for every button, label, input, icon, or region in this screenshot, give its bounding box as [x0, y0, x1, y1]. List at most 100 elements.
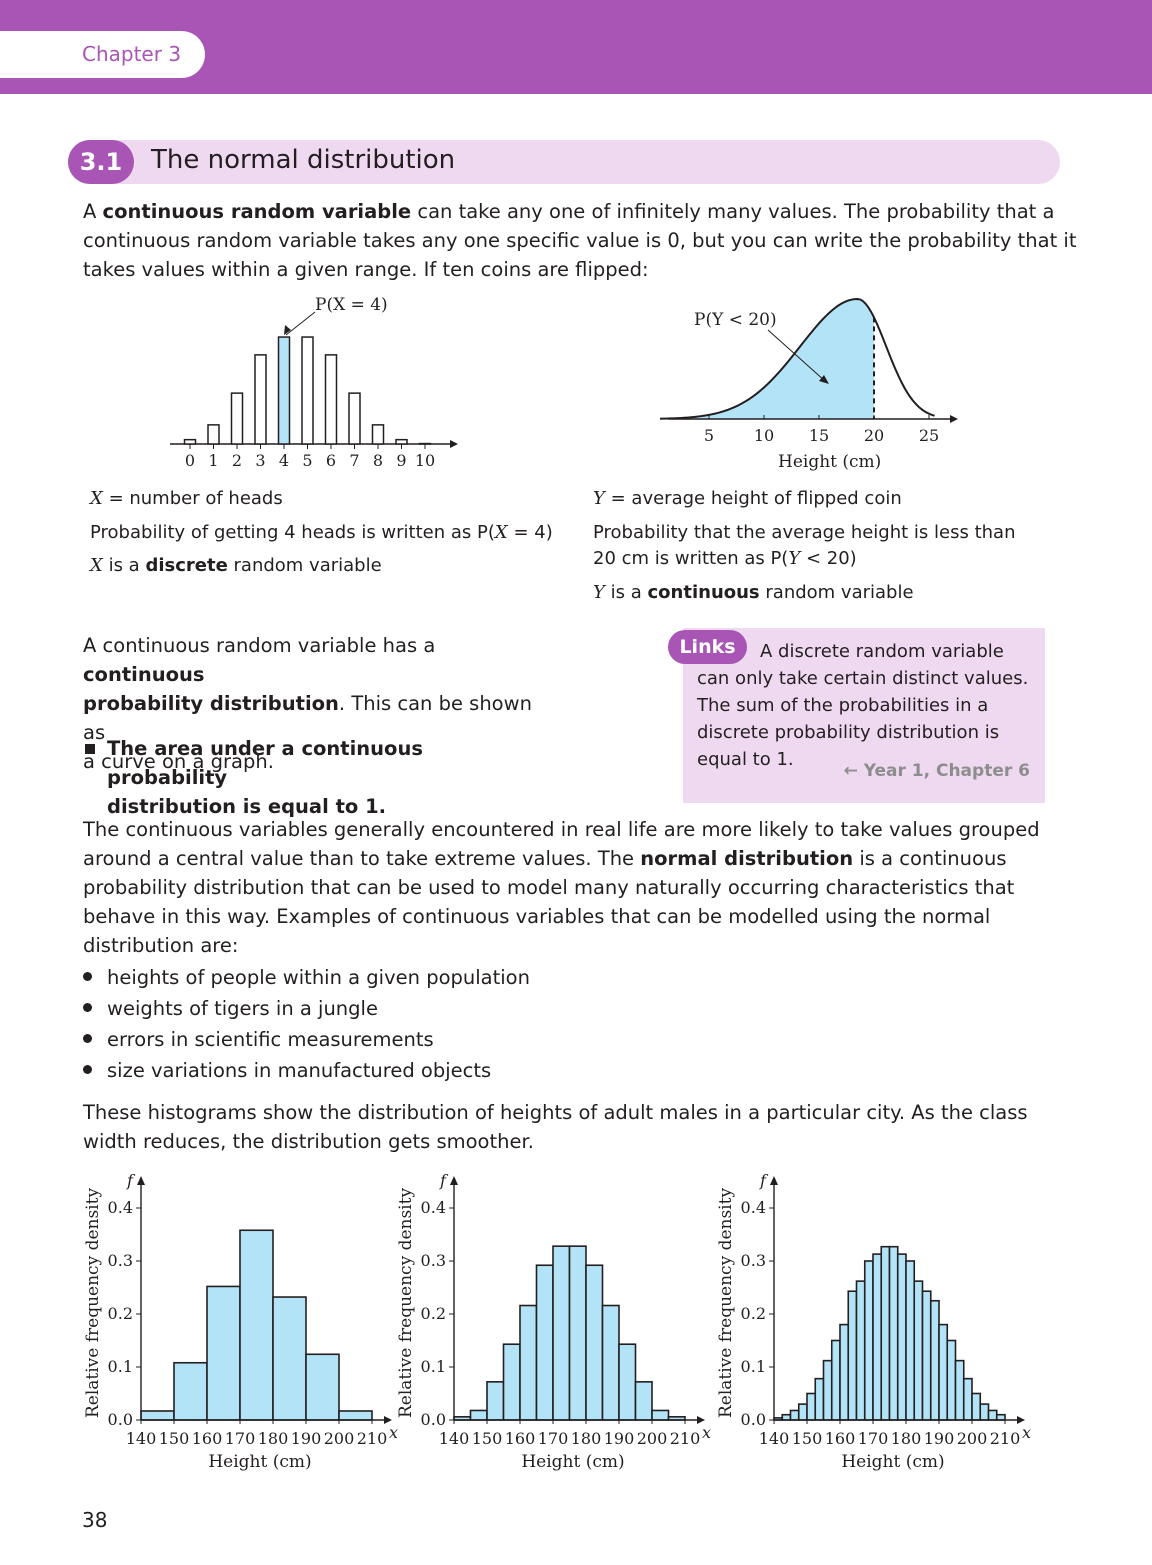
histogram-bar: [830, 1339, 841, 1421]
histogram-bar: [938, 1323, 949, 1421]
histogram-bar: [872, 1253, 883, 1421]
x-tick-label: 5: [302, 451, 312, 470]
x-tick-label: 3: [255, 451, 265, 470]
bar: [254, 354, 267, 445]
links-text: A discrete random variable can only take…: [697, 641, 1029, 770]
y-tick-label: 0.3: [108, 1251, 133, 1270]
histogram-bar: [651, 1409, 670, 1421]
histogram-bar: [272, 1296, 307, 1421]
chapter-tab: Chapter 3: [0, 31, 205, 78]
x-tick-label: 1: [208, 451, 218, 470]
histogram-bar: [797, 1403, 808, 1421]
section-title: The normal distribution: [151, 145, 456, 175]
x-tick-label: 180: [571, 1429, 602, 1448]
histogram-paragraph: These histograms show the distribution o…: [83, 1101, 1028, 1153]
histogram-bar: [913, 1280, 924, 1421]
y-axis-arrow: [137, 1176, 145, 1185]
list-item: weights of tigers in a jungle: [83, 994, 378, 1023]
caption-py20: Probability that the average height is l…: [593, 522, 1016, 569]
x-tick-label: 180: [258, 1429, 289, 1448]
histogram-bar: [140, 1410, 175, 1421]
x-tick-label: 180: [891, 1429, 922, 1448]
x-tick-label: 5: [704, 426, 714, 445]
bar: [371, 424, 385, 445]
x-tick-label: 20: [864, 426, 884, 445]
histogram-width-2-5: f x 0.0 0.1 0.2 0.3 0.4 140 150 160 170 180 190 200 21…: [716, 1171, 1031, 1472]
histogram-bar: [954, 1359, 965, 1421]
histogram-bar: [568, 1245, 587, 1421]
shaded-area: [660, 299, 874, 419]
histogram-bar: [789, 1409, 800, 1421]
x-axis-label: Height (cm): [841, 1452, 944, 1472]
histogram-bar: [880, 1245, 891, 1421]
links-tag: Links: [668, 630, 747, 664]
x-tick-label: 7: [349, 451, 359, 470]
x-tick-label: 150: [792, 1429, 823, 1448]
x-tick-label: 170: [225, 1429, 256, 1448]
x-axis-label: Height (cm): [521, 1452, 624, 1472]
histogram-bar: [519, 1304, 538, 1421]
x-tick-label: 200: [324, 1429, 355, 1448]
x-axis-symbol: x: [1022, 1423, 1031, 1442]
bar: [207, 424, 220, 445]
x-tick-label: 190: [291, 1429, 322, 1448]
x-tick-label: 10: [415, 451, 435, 470]
x-tick-label: 4: [279, 451, 289, 470]
x-tick-label: 25: [919, 426, 939, 445]
links-reference[interactable]: ← Year 1, Chapter 6: [843, 761, 1030, 781]
bar: [324, 354, 338, 445]
y-tick-label: 0.0: [421, 1410, 446, 1429]
x-tick-label: 160: [192, 1429, 223, 1448]
annotation-arrowhead: [284, 325, 291, 336]
histogram-bar: [585, 1264, 604, 1421]
histogram-bar: [206, 1285, 241, 1421]
histogram-bar: [839, 1323, 850, 1421]
x-tick-label: 210: [357, 1429, 388, 1448]
histogram-bar: [995, 1413, 1006, 1421]
histogram-bar: [971, 1392, 982, 1421]
histogram-bar: [905, 1260, 916, 1421]
bar: [277, 336, 291, 445]
x-tick-label: 200: [957, 1429, 988, 1448]
bar: [183, 438, 197, 445]
histogram-bar: [535, 1264, 554, 1421]
caption-y-def: Y = average height of flipped coin: [593, 488, 902, 509]
section-heading-bar: [68, 140, 1060, 184]
y-tick-label: 0.2: [421, 1304, 446, 1323]
y-tick-label: 0.0: [108, 1410, 133, 1429]
x-axis-arrow: [384, 1416, 392, 1424]
x-tick-label: 160: [505, 1429, 536, 1448]
y-axis-symbol: f: [126, 1171, 136, 1190]
list-item: size variations in manufactured objects: [83, 1056, 491, 1085]
histogram-bar: [552, 1245, 571, 1421]
x-tick-label: 0: [185, 451, 195, 470]
histogram-bar: [822, 1359, 833, 1421]
x-axis-symbol: x: [389, 1423, 398, 1442]
caption-x-def: X = number of heads: [90, 488, 283, 509]
histogram-width-5: f x 0.0 0.1 0.2 0.3 0.4 140 150 160 170 180 190 200 21…: [396, 1171, 711, 1472]
x-tick-label: 210: [670, 1429, 701, 1448]
histogram-bar: [921, 1290, 932, 1421]
y-tick-label: 0.0: [741, 1410, 766, 1429]
y-axis-arrow: [770, 1176, 778, 1185]
histogram-bar: [601, 1304, 620, 1421]
histogram-width-10: f x 0.0 0.1 0.2 0.3 0.4 140 150 160 170 180 190 200 21…: [83, 1171, 398, 1472]
annotation-arrowhead: [819, 375, 829, 384]
histogram-bar: [847, 1290, 858, 1421]
y-tick-label: 0.4: [741, 1198, 766, 1217]
normal-distribution-paragraph: The continuous variables generally encou…: [83, 818, 1040, 957]
x-tick-label: 9: [396, 451, 406, 470]
histogram-bar: [618, 1343, 637, 1421]
y-tick-label: 0.3: [741, 1251, 766, 1270]
x-tick-label: 10: [754, 426, 774, 445]
x-tick-label: 150: [472, 1429, 503, 1448]
continuous-distribution-paragraph: A continuous random variable has a conti…: [83, 634, 532, 773]
histogram-bar: [486, 1381, 505, 1421]
y-axis-label: Relative frequency density: [716, 1188, 736, 1419]
x-tick-label: 15: [809, 426, 829, 445]
x-axis-arrow: [950, 415, 958, 423]
x-tick-label: 170: [858, 1429, 889, 1448]
section-number: 3.1: [68, 140, 134, 184]
bar: [230, 392, 244, 445]
x-axis-symbol: x: [702, 1423, 711, 1442]
